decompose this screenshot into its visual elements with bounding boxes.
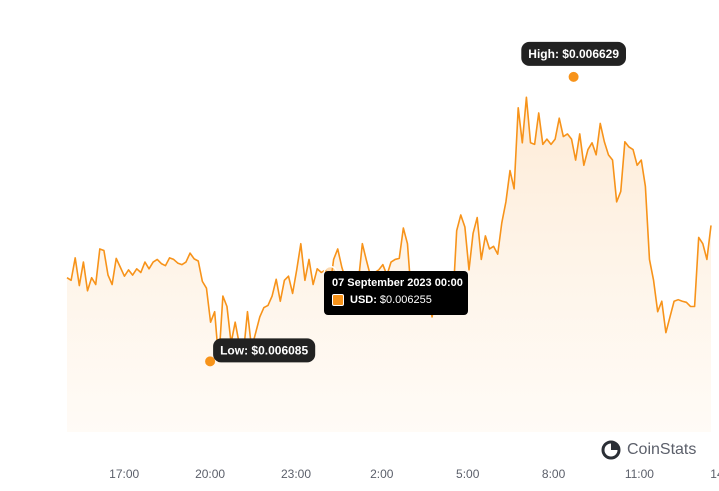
tooltip-date: 07 September 2023 00:00 — [332, 277, 463, 289]
low-label: Low: $0.006085 — [213, 338, 316, 363]
low-marker — [205, 356, 216, 367]
x-tick-label: 11:00 — [625, 467, 654, 481]
coinstats-logo-icon — [601, 440, 621, 460]
high-marker — [568, 71, 579, 82]
high-label: High: $0.006629 — [521, 41, 626, 66]
x-tick-label: 17:00 — [109, 467, 139, 481]
coinstats-logo: CoinStats — [601, 440, 696, 460]
tooltip-series-label: USD: — [350, 294, 377, 306]
brand-name: CoinStats — [627, 441, 697, 458]
tooltip-row: USD: $0.006255 — [332, 294, 460, 306]
high-label-text: High: $0.006629 — [528, 47, 619, 61]
x-tick-label: 20:00 — [195, 467, 225, 481]
x-tick-label: 5:00 — [456, 467, 480, 481]
x-tick-label: 8:00 — [542, 467, 566, 481]
x-axis: 17:00 20:00 23:00 2:00 5:00 8:00 11:00 14:00 — [109, 467, 719, 481]
low-label-text: Low: $0.006085 — [220, 343, 308, 357]
tooltip-series-swatch — [332, 294, 344, 306]
x-tick-label: 14:00 — [710, 467, 719, 481]
price-tooltip: 07 September 2023 00:00 USD: $0.006255 — [324, 271, 468, 315]
x-tick-label: 2:00 — [370, 467, 394, 481]
tooltip-value: $0.006255 — [379, 294, 432, 306]
x-tick-label: 23:00 — [281, 467, 311, 481]
price-line[interactable] — [66, 96, 712, 363]
